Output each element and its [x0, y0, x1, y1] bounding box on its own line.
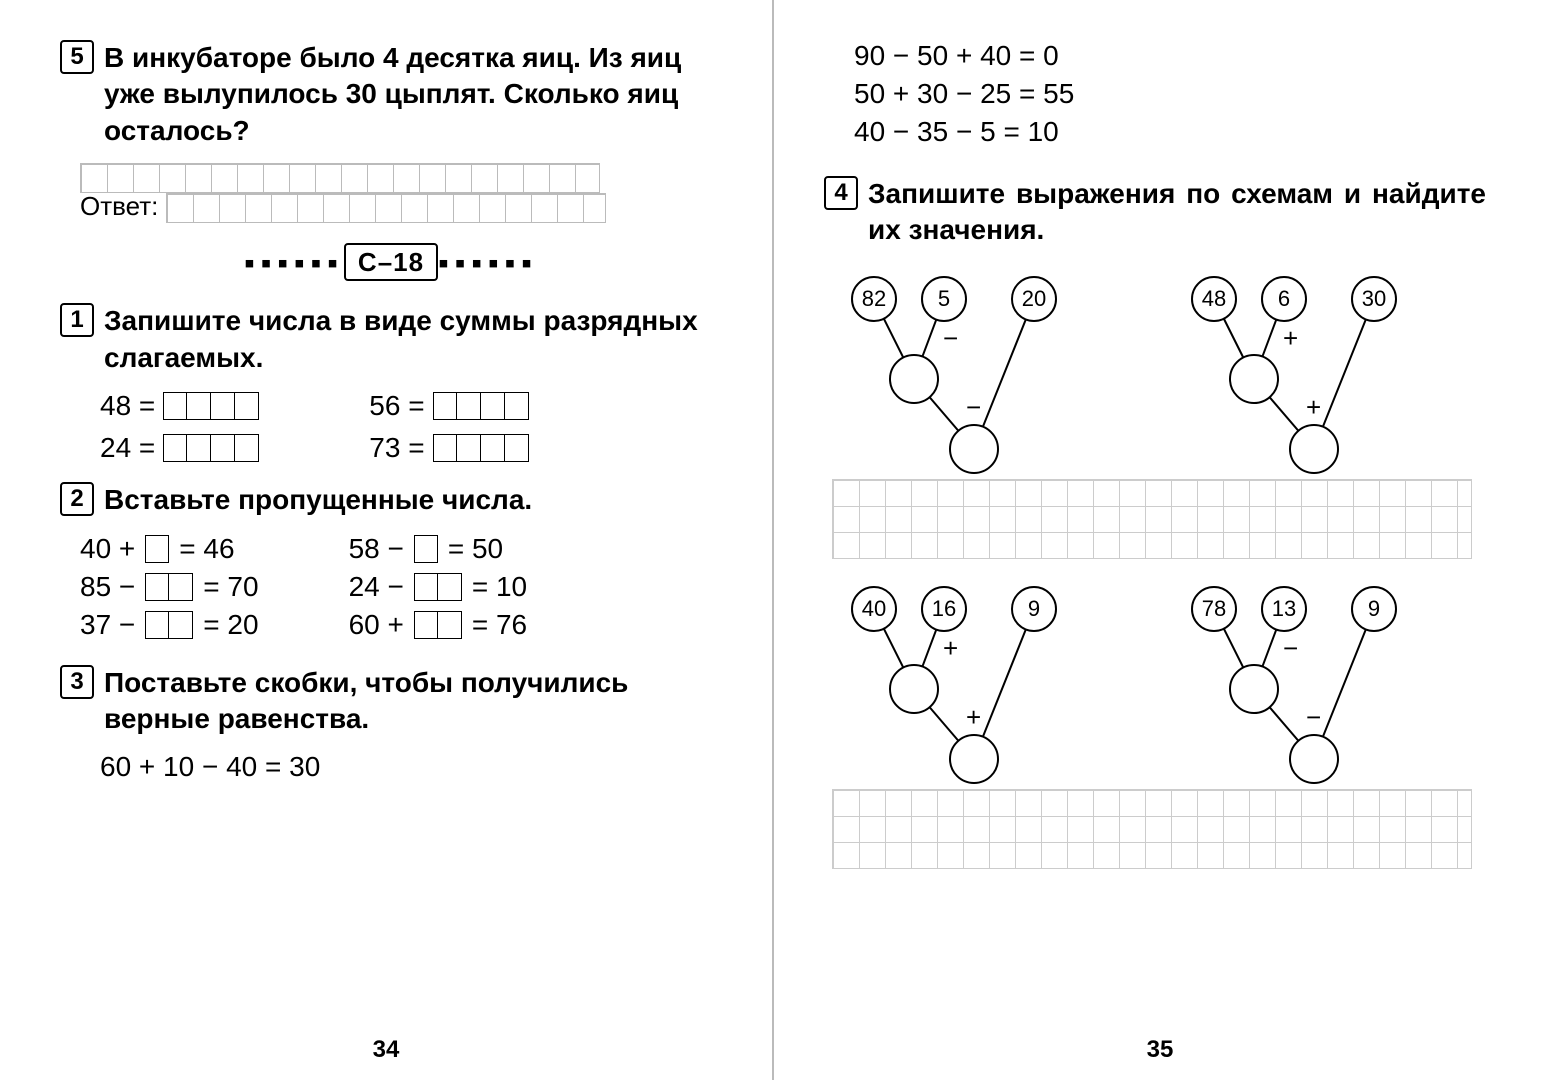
section-label: С–18 [344, 243, 438, 281]
svg-text:30: 30 [1362, 286, 1386, 311]
digit-boxes [433, 392, 529, 420]
eq-part: = 70 [203, 571, 258, 603]
svg-text:82: 82 [862, 286, 886, 311]
task-5: 5 В инкубаторе было 4 десятка яиц. Из яи… [60, 40, 722, 149]
page-number: 34 [0, 1036, 772, 1064]
scheme-diagram: 40 16 9 + + [834, 579, 1114, 779]
eq-part: 58 − [349, 533, 404, 565]
eq-part: = 76 [472, 609, 527, 641]
page-right: 90 − 50 + 40 = 0 50 + 30 − 25 = 55 40 − … [774, 0, 1546, 1080]
svg-text:+: + [966, 702, 981, 732]
answer-grid-strip [832, 479, 1472, 559]
dots-right: ▪▪▪▪▪▪ [438, 247, 538, 280]
svg-text:13: 13 [1272, 596, 1296, 621]
task-4: 4 Запишите выражения по схемам и найдите… [824, 176, 1486, 249]
svg-text:20: 20 [1022, 286, 1046, 311]
page-number: 35 [774, 1036, 1546, 1064]
svg-text:−: − [1283, 633, 1298, 663]
svg-text:40: 40 [862, 596, 886, 621]
task-2: 2 Вставьте пропущенные числа. [60, 482, 722, 518]
eq-lhs: 48 = [100, 390, 155, 422]
task-text: В инкубаторе было 4 десятка яиц. Из яиц … [104, 40, 722, 149]
page-left: 5 В инкубаторе было 4 десятка яиц. Из яи… [0, 0, 772, 1080]
task-number-box: 3 [60, 665, 94, 699]
eq-line: 50 + 30 − 25 = 55 [854, 78, 1486, 110]
answer-grid [166, 193, 606, 223]
svg-text:9: 9 [1368, 596, 1380, 621]
digit-boxes [163, 392, 259, 420]
section-separator: ▪▪▪▪▪▪С–18▪▪▪▪▪▪ [60, 247, 722, 281]
svg-text:−: − [943, 323, 958, 353]
task-1: 1 Запишите числа в виде суммы разрядных … [60, 303, 722, 376]
task-text: Запишите числа в виде суммы разрядных сл… [104, 303, 722, 376]
task-number-box: 4 [824, 176, 858, 210]
eq-part: = 46 [179, 533, 234, 565]
eq-part: = 10 [472, 571, 527, 603]
svg-text:+: + [1306, 392, 1321, 422]
task-number-box: 5 [60, 40, 94, 74]
eq-lhs: 24 = [100, 432, 155, 464]
svg-text:−: − [1306, 702, 1321, 732]
eq-line: 40 − 35 − 5 = 10 [854, 116, 1486, 148]
task-text: Поставьте скобки, чтобы получились верны… [104, 665, 722, 738]
task2-equations: 40 + = 46 85 − = 70 37 − = 20 58 − = 50 24 −… [80, 533, 722, 647]
scheme-row-2: 40 16 9 + + 78 13 9 − − [834, 579, 1486, 779]
svg-text:+: + [943, 633, 958, 663]
eq-part: 24 − [349, 571, 404, 603]
scheme-diagram: 48 6 30 + + [1174, 269, 1454, 469]
task-text: Запишите выражения по схемам и найдите и… [868, 176, 1486, 249]
eq-part: 40 + [80, 533, 135, 565]
answer-grid-row1 [80, 163, 722, 193]
dots-left: ▪▪▪▪▪▪ [244, 247, 344, 280]
eq-part: 37 − [80, 609, 135, 641]
task-number-box: 1 [60, 303, 94, 337]
eq-part: = 20 [203, 609, 258, 641]
svg-text:16: 16 [932, 596, 956, 621]
answer-label: Ответ: [80, 191, 158, 221]
scheme-diagram: 78 13 9 − − [1174, 579, 1454, 779]
scheme-diagram: 82 5 20 − − [834, 269, 1114, 469]
digit-boxes [433, 434, 529, 462]
answer-grid-strip [832, 789, 1472, 869]
eq-lhs: 56 = [369, 390, 424, 422]
svg-text:9: 9 [1028, 596, 1040, 621]
svg-text:+: + [1283, 323, 1298, 353]
answer-row: Ответ: [80, 191, 722, 223]
svg-text:−: − [966, 392, 981, 422]
eq-line: 90 − 50 + 40 = 0 [854, 40, 1486, 72]
task3-eq: 60 + 10 − 40 = 30 [100, 751, 722, 783]
svg-text:6: 6 [1278, 286, 1290, 311]
task-3: 3 Поставьте скобки, чтобы получились вер… [60, 665, 722, 738]
task-number-box: 2 [60, 482, 94, 516]
svg-text:5: 5 [938, 286, 950, 311]
eq-lhs: 73 = [369, 432, 424, 464]
eq-part: = 50 [448, 533, 503, 565]
svg-text:78: 78 [1202, 596, 1226, 621]
task-text: Вставьте пропущенные числа. [104, 482, 532, 518]
task1-equations: 48 = 24 = 56 = 73 = [100, 390, 722, 464]
digit-boxes [163, 434, 259, 462]
scheme-row-1: 82 5 20 − − 48 6 30 + + [834, 269, 1486, 469]
svg-text:48: 48 [1202, 286, 1226, 311]
eq-part: 60 + [349, 609, 404, 641]
eq-part: 85 − [80, 571, 135, 603]
